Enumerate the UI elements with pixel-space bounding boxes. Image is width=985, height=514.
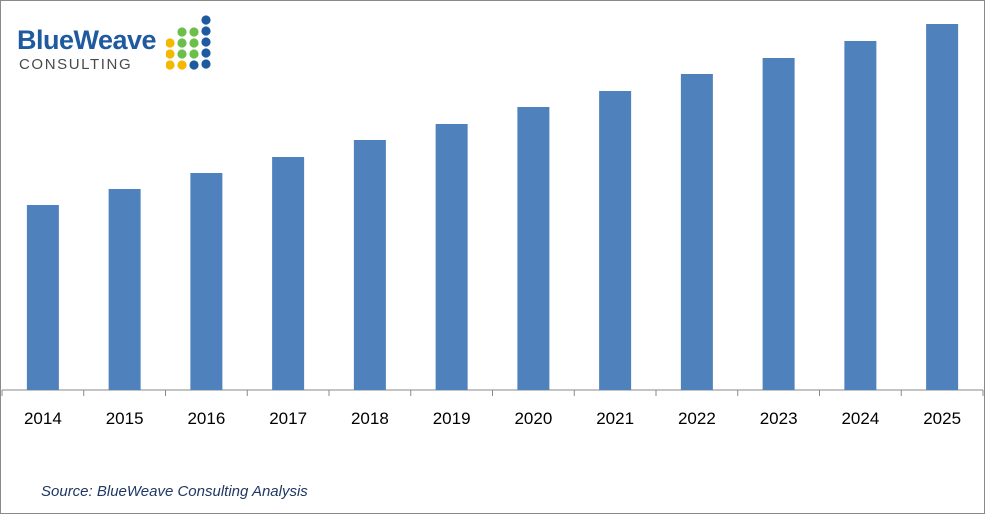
bar-2025 [926,24,959,390]
bar-2021 [599,91,632,390]
logo-dot [189,38,199,48]
x-tick-label: 2021 [596,409,634,428]
logo-dot [166,38,175,48]
bar-chart: 2014 2015 2016 2017 2018 2019 2020 2021 2022 2023… [1,24,984,428]
x-tick-label: 2017 [269,409,307,428]
logo-dot [201,26,211,36]
logo-dot [166,49,175,59]
logo-dot [201,48,211,58]
logo-dot [177,38,187,48]
x-tick-label: 2024 [841,409,879,428]
logo-dot [201,37,211,47]
bar-2018 [353,140,386,390]
logo-dot [189,49,199,59]
x-tick-label: 2023 [760,409,798,428]
logo-dots-icon [166,15,211,70]
bar-2019 [435,124,468,390]
brand-logo: BlueWeave CONSULTING [11,11,216,77]
x-tick-label: 2025 [923,409,961,428]
logo-name: BlueWeave [17,25,157,55]
logo-dot [201,59,211,69]
logo-dot [201,15,211,25]
logo-subtitle: CONSULTING [19,56,133,73]
logo-dot [177,60,187,70]
logo-dot [177,27,187,37]
logo-dot [189,27,199,37]
x-tick-label: 2015 [106,409,144,428]
logo-dot [177,49,187,59]
x-tick-label: 2018 [351,409,389,428]
bar-2023 [762,58,795,390]
x-tick-label: 2019 [433,409,471,428]
bar-2016 [190,173,223,390]
x-tick-label: 2014 [24,409,62,428]
bar-2024 [844,41,877,390]
x-tick-label: 2020 [514,409,552,428]
source-note: Source: BlueWeave Consulting Analysis [41,483,308,500]
logo-dot [166,60,175,70]
bar-2014 [26,205,59,390]
bar-2022 [680,74,713,390]
bar-2020 [517,107,550,390]
bar-2015 [108,189,141,390]
bar-2017 [272,157,305,390]
x-tick-label: 2016 [187,409,225,428]
x-tick-label: 2022 [678,409,716,428]
logo-dot [189,60,199,70]
